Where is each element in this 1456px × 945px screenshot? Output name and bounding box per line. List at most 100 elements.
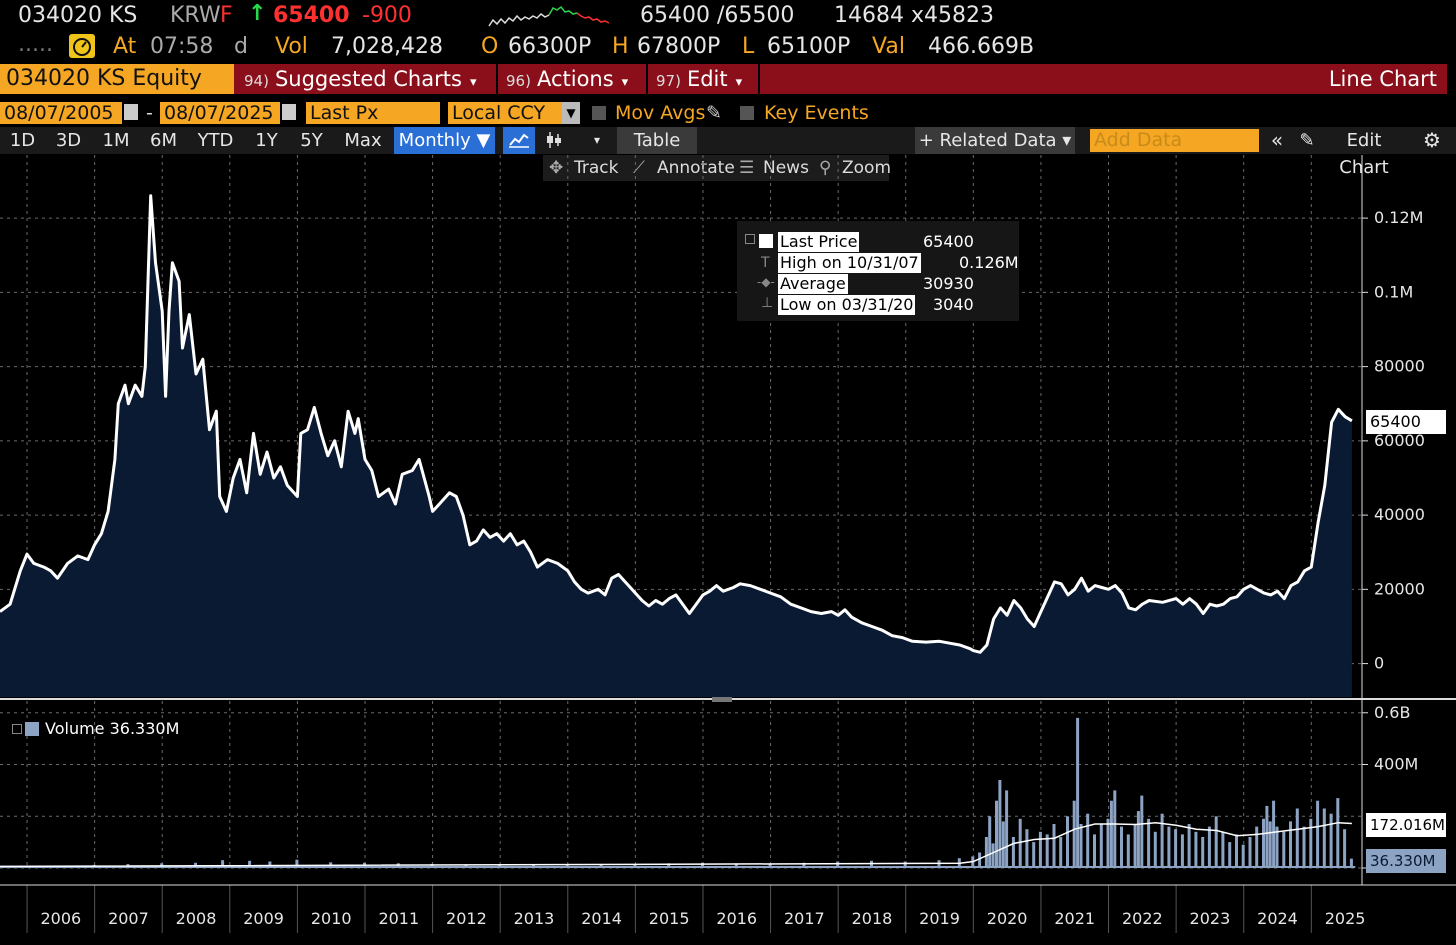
volume-bar xyxy=(1059,837,1063,868)
volume-bar xyxy=(903,861,907,868)
volume-bar xyxy=(768,863,772,868)
chevron-down-icon[interactable]: ▾ xyxy=(593,133,601,147)
volume-bar xyxy=(1005,790,1009,868)
volume-bar xyxy=(1295,808,1299,868)
pencil-icon[interactable]: ✎ xyxy=(1299,130,1315,151)
suggested-charts-button[interactable]: 94) Suggested Charts ▾ xyxy=(236,64,498,94)
volume-axis-label: 400M xyxy=(1374,755,1418,774)
key-events-checkbox[interactable] xyxy=(740,106,754,120)
volume-bar xyxy=(1147,818,1151,868)
period-1d[interactable]: 1D xyxy=(9,130,36,151)
security-field[interactable]: 034020 KS Equity xyxy=(0,64,234,94)
volume-bar xyxy=(667,863,671,868)
volume-bar xyxy=(221,860,225,868)
val-label: Val xyxy=(872,34,905,59)
edit-chart-button[interactable]: Edit Chart xyxy=(1339,130,1389,178)
line-chart-icon[interactable] xyxy=(503,127,535,154)
volume-bar xyxy=(1076,717,1080,868)
chart-type-title: Line Chart xyxy=(1328,67,1437,91)
field-select[interactable]: Last Px xyxy=(306,102,440,124)
volume-bar xyxy=(1201,837,1205,868)
period-max[interactable]: Max xyxy=(344,130,382,151)
volume-bar xyxy=(1241,844,1245,868)
period-1y[interactable]: 1Y xyxy=(255,130,278,151)
volume-bar xyxy=(1235,834,1238,868)
edit-label: Edit xyxy=(686,67,728,91)
news-button[interactable]: News xyxy=(763,158,809,178)
chart-legend: Last Price 65400 T High on 10/31/07 0.12… xyxy=(737,221,1019,321)
volume-bar xyxy=(430,863,434,868)
volume-bar xyxy=(870,860,873,868)
zoom-button[interactable]: Zoom xyxy=(842,158,892,178)
currency-select[interactable]: Local CCY xyxy=(448,102,562,124)
legend-collapse-icon[interactable] xyxy=(745,234,755,244)
legend-average-label: Average xyxy=(778,274,848,294)
volume-bar xyxy=(1140,795,1144,868)
edit-button[interactable]: 97) Edit ▾ xyxy=(648,64,760,94)
vol-label: Vol xyxy=(275,34,308,59)
mov-avgs-checkbox[interactable] xyxy=(592,106,606,120)
volume-bar xyxy=(1265,805,1269,868)
period-ytd[interactable]: YTD xyxy=(197,130,234,151)
volume-bar xyxy=(701,862,704,868)
calendar-icon[interactable] xyxy=(124,104,138,120)
period-1m[interactable]: 1M xyxy=(102,130,130,151)
legend-high-value: 0.126M xyxy=(959,253,1019,272)
volume-last-tag: 36.330M xyxy=(1366,849,1446,873)
legend-last-price-label: Last Price xyxy=(778,232,860,252)
annotate-button[interactable]: Annotate xyxy=(657,158,735,178)
collapse-icon[interactable]: « xyxy=(1270,128,1284,152)
suggested-charts-number: 94) xyxy=(244,72,269,90)
ticker-currency: KRW xyxy=(170,3,221,28)
volume-bar xyxy=(1349,858,1353,868)
related-data-button[interactable]: + Related Data ▾ xyxy=(918,130,1072,151)
volume-bar xyxy=(1025,829,1029,868)
mov-avgs-label: Mov Avgs xyxy=(615,102,706,124)
frequency-select[interactable]: Monthly ▼ xyxy=(394,127,495,154)
volume-bar xyxy=(1093,834,1096,868)
settings-row: 08/07/2005 - 08/07/2025 Last Px Local CC… xyxy=(0,100,1456,126)
volume-bar xyxy=(802,862,806,868)
annotate-icon: ⟋ xyxy=(633,158,645,178)
track-button[interactable]: Track xyxy=(574,158,619,178)
actions-button[interactable]: 96) Actions ▾ xyxy=(498,64,648,94)
end-date-input[interactable]: 08/07/2025 xyxy=(160,102,280,124)
legend-low-label: Low on 03/31/20 xyxy=(778,295,916,315)
low-value: 65100P xyxy=(767,34,851,59)
volume-bar xyxy=(1336,798,1340,868)
gear-icon[interactable]: ⚙ xyxy=(1423,128,1441,152)
candlestick-icon[interactable] xyxy=(538,127,570,154)
start-date-input[interactable]: 08/07/2005 xyxy=(0,102,122,124)
volume-bar xyxy=(1248,837,1252,868)
year-axis-label: 2017 xyxy=(784,909,825,928)
price-axis-label: 0.12M xyxy=(1374,208,1423,227)
volume-bar xyxy=(1153,831,1157,868)
chevron-down-icon[interactable]: ▼ xyxy=(562,102,580,124)
period-5y[interactable]: 5Y xyxy=(300,130,323,151)
legend-collapse-icon[interactable] xyxy=(12,724,22,734)
open-value: 66300P xyxy=(508,34,592,59)
ticker-symbol[interactable]: 034020 KS xyxy=(18,3,138,28)
panel-resize-handle xyxy=(712,697,732,702)
table-button[interactable]: Table xyxy=(633,130,681,151)
year-axis-label: 2023 xyxy=(1190,909,1231,928)
year-axis-label: 2018 xyxy=(852,909,893,928)
year-axis-label: 2013 xyxy=(514,909,555,928)
volume-bar xyxy=(1001,821,1005,868)
chart-tools-bar: ✥ Track ⟋ Annotate ☰ News ⚲ Zoom xyxy=(543,155,892,181)
add-data-input[interactable]: Add Data xyxy=(1090,129,1259,152)
calendar-icon[interactable] xyxy=(282,104,296,120)
period-6m[interactable]: 6M xyxy=(150,130,177,151)
gauge-icon[interactable] xyxy=(69,34,95,58)
volume-bar xyxy=(1309,818,1313,868)
period-3d[interactable]: 3D xyxy=(55,130,82,151)
quote-time: 07:58 xyxy=(150,34,214,59)
actions-number: 96) xyxy=(506,72,531,90)
volume-bar xyxy=(1136,811,1140,868)
volume-bar xyxy=(1018,818,1022,868)
volume-bar xyxy=(1072,800,1076,868)
high-label: H xyxy=(612,34,629,59)
volume-bar xyxy=(1052,824,1056,868)
pencil-icon[interactable]: ✎ xyxy=(706,102,722,124)
